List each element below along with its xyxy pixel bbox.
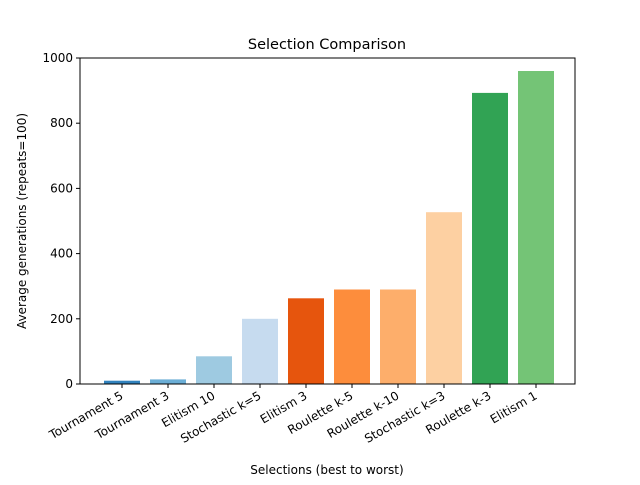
bar-4 bbox=[242, 318, 278, 384]
bar-9 bbox=[472, 92, 508, 385]
y-axis-label: Average generations (repeats=100) bbox=[15, 113, 29, 329]
x-tick-label: Tournament 5 bbox=[46, 388, 126, 442]
bar-1 bbox=[104, 380, 140, 384]
plot-frame bbox=[79, 57, 576, 385]
x-tick-label: Elitism 1 bbox=[488, 388, 540, 426]
y-tick-label: 800 bbox=[50, 116, 73, 130]
x-axis-label: Selections (best to worst) bbox=[250, 463, 403, 477]
x-tick-label: Stochastic k=5 bbox=[178, 388, 263, 445]
bar-2 bbox=[150, 379, 186, 384]
bars-layer bbox=[104, 71, 554, 385]
bar-3 bbox=[196, 356, 232, 384]
y-tick-label: 400 bbox=[50, 247, 73, 261]
y-tick-label: 0 bbox=[65, 377, 73, 391]
bar-5 bbox=[288, 298, 324, 384]
y-axis: 0 200 400 600 800 1000 bbox=[42, 51, 80, 391]
y-tick-label: 600 bbox=[50, 181, 73, 195]
bar-8 bbox=[426, 212, 462, 384]
bar-7 bbox=[380, 289, 416, 384]
bar-6 bbox=[334, 289, 370, 384]
bar-10 bbox=[518, 71, 554, 384]
y-tick-label: 200 bbox=[50, 312, 73, 326]
x-tick-label: Stochastic k=3 bbox=[362, 388, 447, 445]
chart-title: Selection Comparison bbox=[248, 37, 406, 53]
y-tick-label: 1000 bbox=[42, 51, 73, 65]
